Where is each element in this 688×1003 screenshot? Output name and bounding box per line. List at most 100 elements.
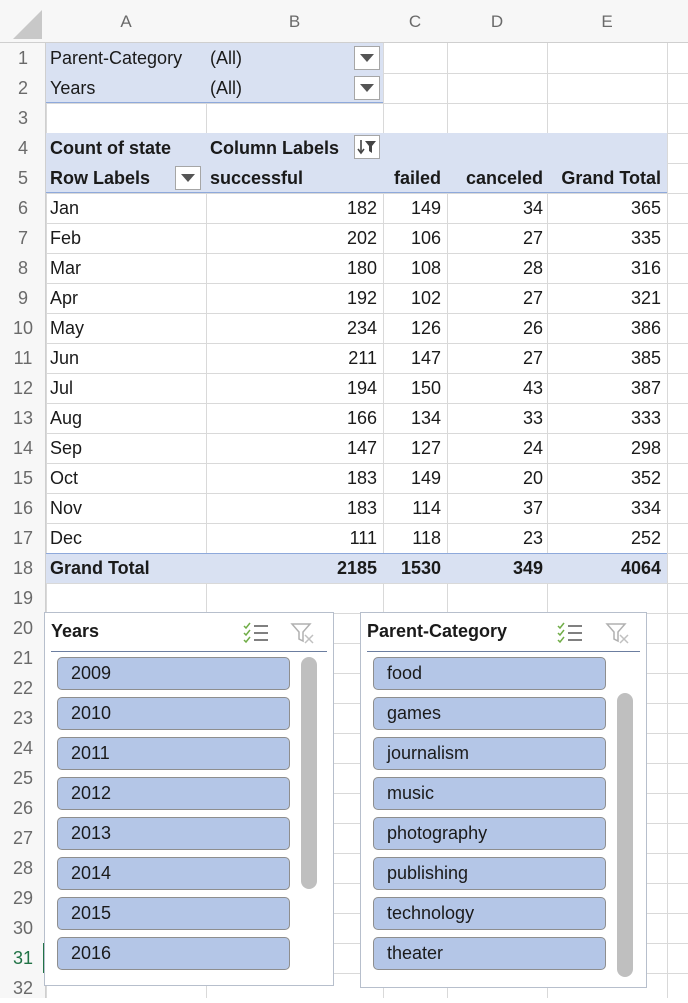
row-header[interactable]: 31 (12, 948, 34, 968)
slicer-item-food[interactable]: food (373, 657, 606, 690)
slicer-item-technology[interactable]: technology (373, 897, 606, 930)
grand-total-failed: 1530 (400, 558, 441, 578)
pivot-cell: 149 (410, 198, 441, 218)
pivot-row-label: Dec (50, 528, 83, 548)
grand-total-canceled: 349 (512, 558, 543, 578)
column-labels-filter-button[interactable] (354, 135, 380, 159)
pivot-cell: 316 (630, 258, 661, 278)
slicer-item-2015[interactable]: 2015 (57, 897, 290, 930)
pivot-cell: 182 (346, 198, 377, 218)
clear-filter-icon[interactable] (290, 621, 316, 645)
row-header[interactable]: 12 (12, 378, 34, 398)
clear-filter-icon[interactable] (605, 621, 631, 645)
row-header[interactable]: 13 (12, 408, 34, 428)
slicer-item-2011[interactable]: 2011 (57, 737, 290, 770)
multi-select-icon[interactable] (557, 621, 583, 645)
column-header-b[interactable]: B (288, 12, 301, 31)
row-header[interactable]: 8 (17, 258, 28, 278)
slicer-item-2014[interactable]: 2014 (57, 857, 290, 890)
multi-select-icon[interactable] (243, 621, 269, 645)
slicer-item-2010[interactable]: 2010 (57, 697, 290, 730)
column-header-e[interactable]: E (601, 12, 613, 31)
parent-category-slicer[interactable]: Parent-Category food games journalism music… (360, 612, 647, 988)
row-header[interactable]: 30 (12, 918, 34, 938)
row-header[interactable]: 27 (12, 828, 34, 848)
pivot-cell: 252 (630, 528, 661, 548)
pivot-cell: 334 (630, 498, 661, 518)
pivot-cell: 134 (410, 408, 441, 428)
filter-value-parent-category: (All) (210, 48, 242, 68)
row-header[interactable]: 17 (12, 528, 34, 548)
row-header[interactable]: 3 (17, 108, 28, 128)
slicer-item-publishing[interactable]: publishing (373, 857, 606, 890)
grand-total-successful: 2185 (336, 558, 377, 578)
row-header[interactable]: 11 (13, 348, 33, 368)
row-header[interactable]: 19 (12, 588, 34, 608)
row-header[interactable]: 14 (12, 438, 34, 458)
slicer-item-music[interactable]: music (373, 777, 606, 810)
pivot-cell: 34 (522, 198, 543, 218)
years-slicer-scrollbar[interactable] (301, 657, 317, 889)
years-slicer[interactable]: Years 2009 2010 2011 2012 2013 2014 2015 2016 (44, 612, 334, 986)
row-header[interactable]: 18 (12, 558, 34, 578)
grand-total-label: Grand Total (50, 558, 150, 578)
pivot-cell: 102 (410, 288, 441, 308)
slicer-item-2012[interactable]: 2012 (57, 777, 290, 810)
pivot-header-successful: successful (210, 168, 304, 188)
row-header[interactable]: 29 (12, 888, 34, 908)
parent-category-filter-dropdown[interactable] (354, 46, 380, 70)
row-header[interactable]: 22 (12, 678, 34, 698)
row-header[interactable]: 16 (12, 498, 34, 518)
pivot-cell: 27 (522, 348, 543, 368)
parent-category-slicer-scrollbar[interactable] (617, 693, 633, 977)
select-all-corner[interactable] (0, 0, 46, 43)
pivot-row-label: Mar (50, 258, 81, 278)
slicer-item-photography[interactable]: photography (373, 817, 606, 850)
pivot-cell: 127 (410, 438, 441, 458)
row-labels-filter-dropdown[interactable] (175, 166, 201, 190)
pivot-cell: 27 (522, 288, 543, 308)
pivot-cell: 43 (522, 378, 543, 398)
column-header-a[interactable]: A (120, 12, 132, 31)
slicer-item-2013[interactable]: 2013 (57, 817, 290, 850)
slicer-item-2016[interactable]: 2016 (57, 937, 290, 970)
slicer-item-journalism[interactable]: journalism (373, 737, 606, 770)
slicer-item-games[interactable]: games (373, 697, 606, 730)
row-header[interactable]: 4 (17, 138, 28, 158)
pivot-cell: 194 (346, 378, 377, 398)
row-header[interactable]: 26 (12, 798, 34, 818)
parent-category-slicer-title: Parent-Category (367, 621, 508, 641)
row-header[interactable]: 5 (17, 168, 28, 188)
pivot-cell: 192 (346, 288, 377, 308)
pivot-row-label: Nov (50, 498, 83, 518)
pivot-value-label: Count of state (50, 138, 171, 158)
row-header[interactable]: 2 (17, 78, 28, 98)
filter-value-years: (All) (210, 78, 242, 98)
row-header[interactable]: 21 (12, 648, 34, 668)
pivot-cell: 118 (412, 528, 441, 548)
column-header-c[interactable]: C (408, 12, 422, 31)
pivot-cell: 352 (630, 468, 661, 488)
row-header[interactable]: 1 (17, 48, 28, 68)
row-header[interactable]: 10 (12, 318, 34, 338)
row-header[interactable]: 28 (12, 858, 34, 878)
row-header[interactable]: 24 (12, 738, 34, 758)
parent-category-slicer-separator (367, 651, 640, 652)
row-header[interactable]: 7 (17, 228, 28, 248)
pivot-column-labels: Column Labels (210, 138, 340, 158)
pivot-cell: 211 (348, 348, 377, 368)
row-header[interactable]: 23 (12, 708, 34, 728)
row-header[interactable]: 20 (12, 618, 34, 638)
column-header-d[interactable]: D (490, 12, 504, 31)
slicer-item-theater[interactable]: theater (373, 937, 606, 970)
row-header[interactable]: 6 (17, 198, 28, 218)
pivot-cell: 20 (522, 468, 543, 488)
pivot-cell: 126 (410, 318, 441, 338)
row-header[interactable]: 32 (12, 978, 34, 998)
years-filter-dropdown[interactable] (354, 76, 380, 100)
pivot-cell: 321 (630, 288, 661, 308)
row-header[interactable]: 15 (12, 468, 34, 488)
row-header[interactable]: 9 (17, 288, 28, 308)
slicer-item-2009[interactable]: 2009 (57, 657, 290, 690)
row-header[interactable]: 25 (12, 768, 34, 788)
